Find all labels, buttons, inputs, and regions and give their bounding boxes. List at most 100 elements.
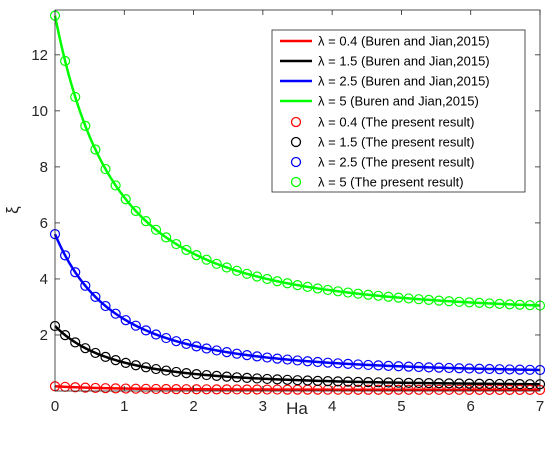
data-point <box>201 343 212 354</box>
data-point <box>433 362 445 373</box>
data-point <box>413 377 424 389</box>
data-point <box>484 363 495 375</box>
data-point <box>312 283 323 294</box>
legend-entry-8: λ = 5 (The present result) <box>318 175 464 190</box>
data-point <box>120 194 131 205</box>
y-tick-label: 10 <box>31 103 48 120</box>
data-point <box>191 341 202 352</box>
data-point <box>70 91 81 103</box>
data-point <box>171 384 182 395</box>
x-tick-label: 4 <box>328 398 336 415</box>
data-point <box>251 384 263 395</box>
data-point <box>59 55 71 67</box>
data-point <box>454 378 465 389</box>
data-point <box>100 351 111 362</box>
data-point <box>171 336 182 347</box>
data-point <box>282 278 293 289</box>
data-point <box>454 363 465 374</box>
data-point <box>494 384 505 395</box>
data-point <box>221 384 232 395</box>
data-point <box>504 364 515 375</box>
data-point <box>90 347 101 359</box>
data-point <box>130 383 141 394</box>
data-point <box>514 379 525 390</box>
x-tick-label: 3 <box>259 398 267 415</box>
data-point <box>514 299 525 310</box>
data-point <box>211 384 222 395</box>
data-point <box>272 374 283 385</box>
data-point <box>140 215 152 227</box>
data-point <box>433 384 445 395</box>
data-point <box>332 376 344 387</box>
data-point <box>443 384 455 395</box>
data-point <box>454 384 465 395</box>
data-point <box>504 384 515 395</box>
data-point <box>100 163 111 175</box>
data-point <box>80 382 91 393</box>
x-tick-label: 0 <box>51 398 59 415</box>
data-point <box>494 378 505 390</box>
data-point <box>80 120 91 131</box>
x-tick-label: 5 <box>397 398 405 415</box>
data-point <box>443 362 455 374</box>
data-point <box>80 343 91 354</box>
data-point <box>443 296 455 307</box>
data-point <box>70 382 81 393</box>
series-line-3 <box>53 233 541 372</box>
data-point <box>150 363 162 375</box>
data-point <box>211 345 222 356</box>
data-point <box>353 376 364 387</box>
data-point <box>484 384 495 395</box>
data-point <box>120 357 131 369</box>
data-point <box>342 287 354 298</box>
data-point <box>161 232 172 243</box>
data-point <box>110 180 121 191</box>
data-point <box>464 384 475 395</box>
data-point <box>474 363 485 374</box>
data-point <box>353 384 364 395</box>
data-point <box>272 276 283 287</box>
data-point <box>322 284 333 296</box>
data-point <box>231 384 242 395</box>
data-point <box>353 359 364 370</box>
data-point <box>302 375 313 386</box>
legend: λ = 0.4 (Buren and Jian,2015) λ = 1.5 (B… <box>271 29 526 193</box>
series-layer <box>49 10 546 395</box>
y-tick-label: 8 <box>40 159 48 176</box>
data-point <box>211 258 222 269</box>
data-point <box>383 360 394 371</box>
data-point <box>181 244 192 256</box>
data-point <box>332 358 344 369</box>
data-point <box>464 363 475 374</box>
data-point <box>403 377 414 388</box>
y-tick-label: 12 <box>31 47 48 64</box>
data-point <box>241 268 253 279</box>
data-point <box>423 362 434 373</box>
data-point <box>120 383 131 394</box>
data-point <box>413 361 424 373</box>
data-point <box>292 375 303 386</box>
data-point <box>433 378 445 389</box>
data-point <box>292 280 303 291</box>
data-point <box>393 384 404 395</box>
data-point <box>171 238 182 250</box>
legend-entry-7: λ = 2.5 (The present result) <box>318 155 474 170</box>
data-point <box>110 308 121 319</box>
data-point <box>161 383 172 395</box>
data-point <box>474 297 485 309</box>
data-point <box>130 320 141 331</box>
data-point <box>524 384 536 395</box>
data-point <box>241 372 253 383</box>
data-point <box>302 281 313 292</box>
data-point <box>120 315 131 326</box>
data-point <box>211 370 222 381</box>
data-point <box>251 271 263 282</box>
data-point <box>403 384 414 395</box>
data-point <box>524 364 536 375</box>
data-point <box>70 337 81 348</box>
data-point <box>494 298 505 309</box>
data-point <box>231 372 242 383</box>
data-point <box>504 299 515 310</box>
